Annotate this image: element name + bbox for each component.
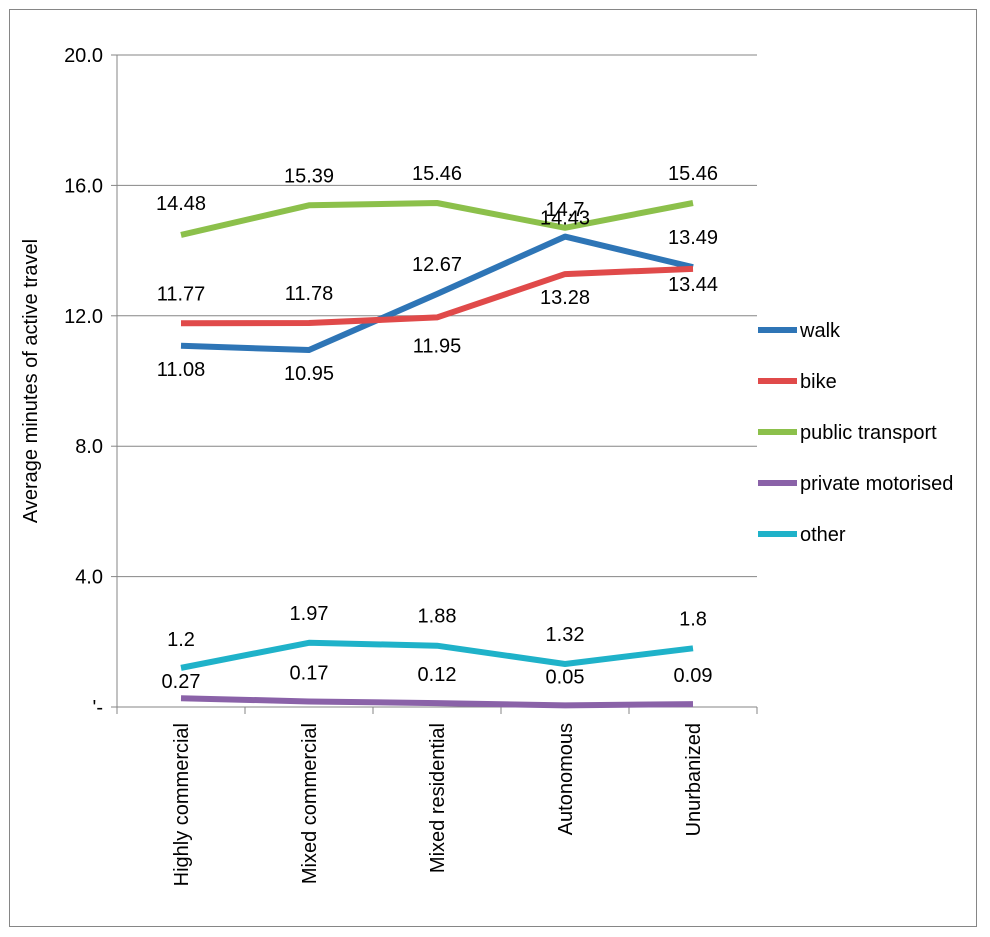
data-label: 1.8 (679, 608, 707, 630)
legend-label: public transport (800, 422, 937, 444)
legend-label: other (800, 524, 846, 546)
x-tick-label: Mixed residential (427, 723, 449, 873)
data-label: 0.17 (290, 662, 329, 684)
series-line-public-transport (180, 200, 694, 238)
series-line-walk (180, 233, 694, 354)
data-label: 14.48 (156, 193, 206, 215)
data-label: 15.46 (412, 163, 462, 185)
y-tick-label: 16.0 (64, 175, 103, 197)
y-tick-label: 8.0 (75, 436, 103, 458)
x-tick-label: Highly commercial (171, 723, 193, 886)
data-label: 0.05 (546, 666, 585, 688)
series-line-private-motorised (180, 695, 694, 709)
data-label: 14.7 (546, 199, 585, 221)
x-tick-label: Autonomous (555, 723, 577, 835)
chart-frame (9, 9, 977, 927)
legend-label: bike (800, 371, 837, 393)
data-label: 1.2 (167, 629, 195, 651)
y-tick-label: '- (93, 697, 103, 719)
x-tick-label: Unurbanized (683, 723, 705, 836)
x-tick-label: Mixed commercial (299, 723, 321, 884)
data-label: 13.49 (668, 227, 718, 249)
data-label: 1.32 (546, 624, 585, 646)
legend-label: walk (799, 320, 841, 342)
data-label: 1.97 (290, 603, 329, 625)
series-line-other (180, 639, 694, 671)
data-label: 13.44 (668, 274, 718, 296)
data-label: 10.95 (284, 363, 334, 385)
legend-label: private motorised (800, 473, 953, 495)
data-label: 11.77 (157, 283, 206, 305)
series-line-bike (180, 265, 694, 327)
data-label: 14.43 (540, 208, 590, 230)
data-label: 11.95 (413, 335, 462, 357)
data-label: 1.88 (418, 606, 457, 628)
y-tick-label: 12.0 (64, 306, 103, 328)
data-label: 0.09 (674, 665, 713, 687)
data-label: 15.46 (668, 163, 718, 185)
data-label: 11.78 (285, 283, 334, 305)
data-label: 12.67 (412, 254, 462, 276)
data-label: 0.12 (418, 664, 457, 686)
data-label: 0.27 (162, 671, 201, 693)
data-label: 13.28 (540, 287, 590, 309)
data-label: 15.39 (284, 165, 334, 187)
y-tick-label: 20.0 (64, 45, 103, 67)
y-axis-title: Average minutes of active travel (20, 239, 42, 523)
data-label: 11.08 (157, 359, 206, 381)
y-tick-label: 4.0 (75, 567, 103, 589)
